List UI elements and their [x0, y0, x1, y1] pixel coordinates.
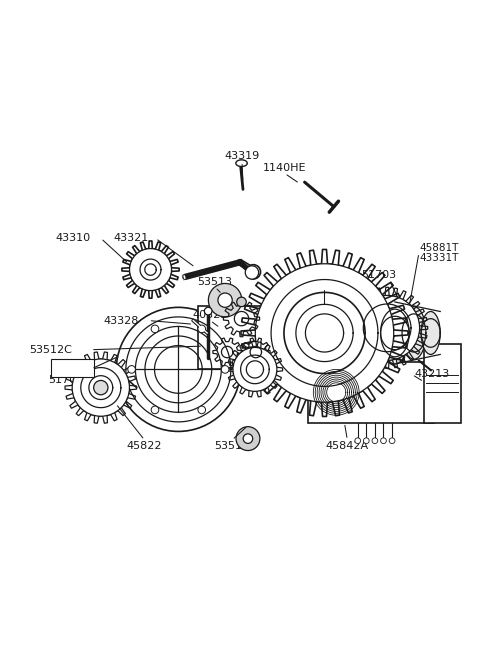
Bar: [308, 362, 434, 422]
Text: 43331T: 43331T: [419, 253, 458, 263]
Circle shape: [72, 359, 130, 416]
Circle shape: [381, 438, 386, 443]
Circle shape: [372, 438, 378, 443]
Circle shape: [355, 295, 420, 360]
Circle shape: [245, 266, 259, 279]
Circle shape: [363, 438, 369, 443]
Text: 53513: 53513: [198, 277, 233, 287]
Text: 43321: 43321: [113, 233, 148, 243]
Text: 45881T: 45881T: [419, 243, 458, 253]
Circle shape: [221, 365, 229, 373]
Circle shape: [198, 406, 205, 414]
Circle shape: [151, 325, 159, 333]
Text: 43328: 43328: [103, 316, 138, 326]
Circle shape: [208, 284, 242, 317]
Text: 51703: 51703: [361, 270, 397, 280]
Circle shape: [128, 365, 135, 373]
Text: 1140HE: 1140HE: [263, 162, 307, 172]
Circle shape: [218, 293, 232, 307]
Text: 43319: 43319: [224, 151, 260, 161]
Text: 53512C: 53512C: [30, 345, 72, 355]
Circle shape: [151, 406, 159, 414]
Circle shape: [130, 249, 171, 291]
Text: 53513: 53513: [215, 441, 250, 451]
Circle shape: [355, 438, 360, 443]
Bar: [198, 306, 285, 369]
Circle shape: [204, 307, 212, 315]
Text: 43310: 43310: [55, 233, 91, 243]
Circle shape: [246, 265, 261, 279]
Circle shape: [255, 264, 394, 402]
Ellipse shape: [421, 312, 440, 354]
Circle shape: [116, 307, 240, 432]
Circle shape: [237, 297, 246, 307]
Circle shape: [389, 438, 395, 443]
Circle shape: [236, 426, 260, 451]
Bar: [51, 358, 94, 377]
Circle shape: [198, 325, 205, 333]
Text: 43213: 43213: [414, 369, 449, 379]
Circle shape: [94, 381, 108, 395]
Text: 40323: 40323: [192, 310, 228, 320]
Ellipse shape: [236, 160, 247, 166]
Ellipse shape: [381, 302, 409, 364]
Bar: [424, 344, 461, 422]
Circle shape: [243, 434, 253, 443]
Text: 45822: 45822: [127, 441, 162, 451]
Circle shape: [233, 347, 277, 391]
Ellipse shape: [402, 307, 426, 359]
Text: 51703: 51703: [48, 375, 84, 385]
Text: 43332: 43332: [307, 277, 342, 287]
Text: 45842A: 45842A: [326, 441, 369, 451]
